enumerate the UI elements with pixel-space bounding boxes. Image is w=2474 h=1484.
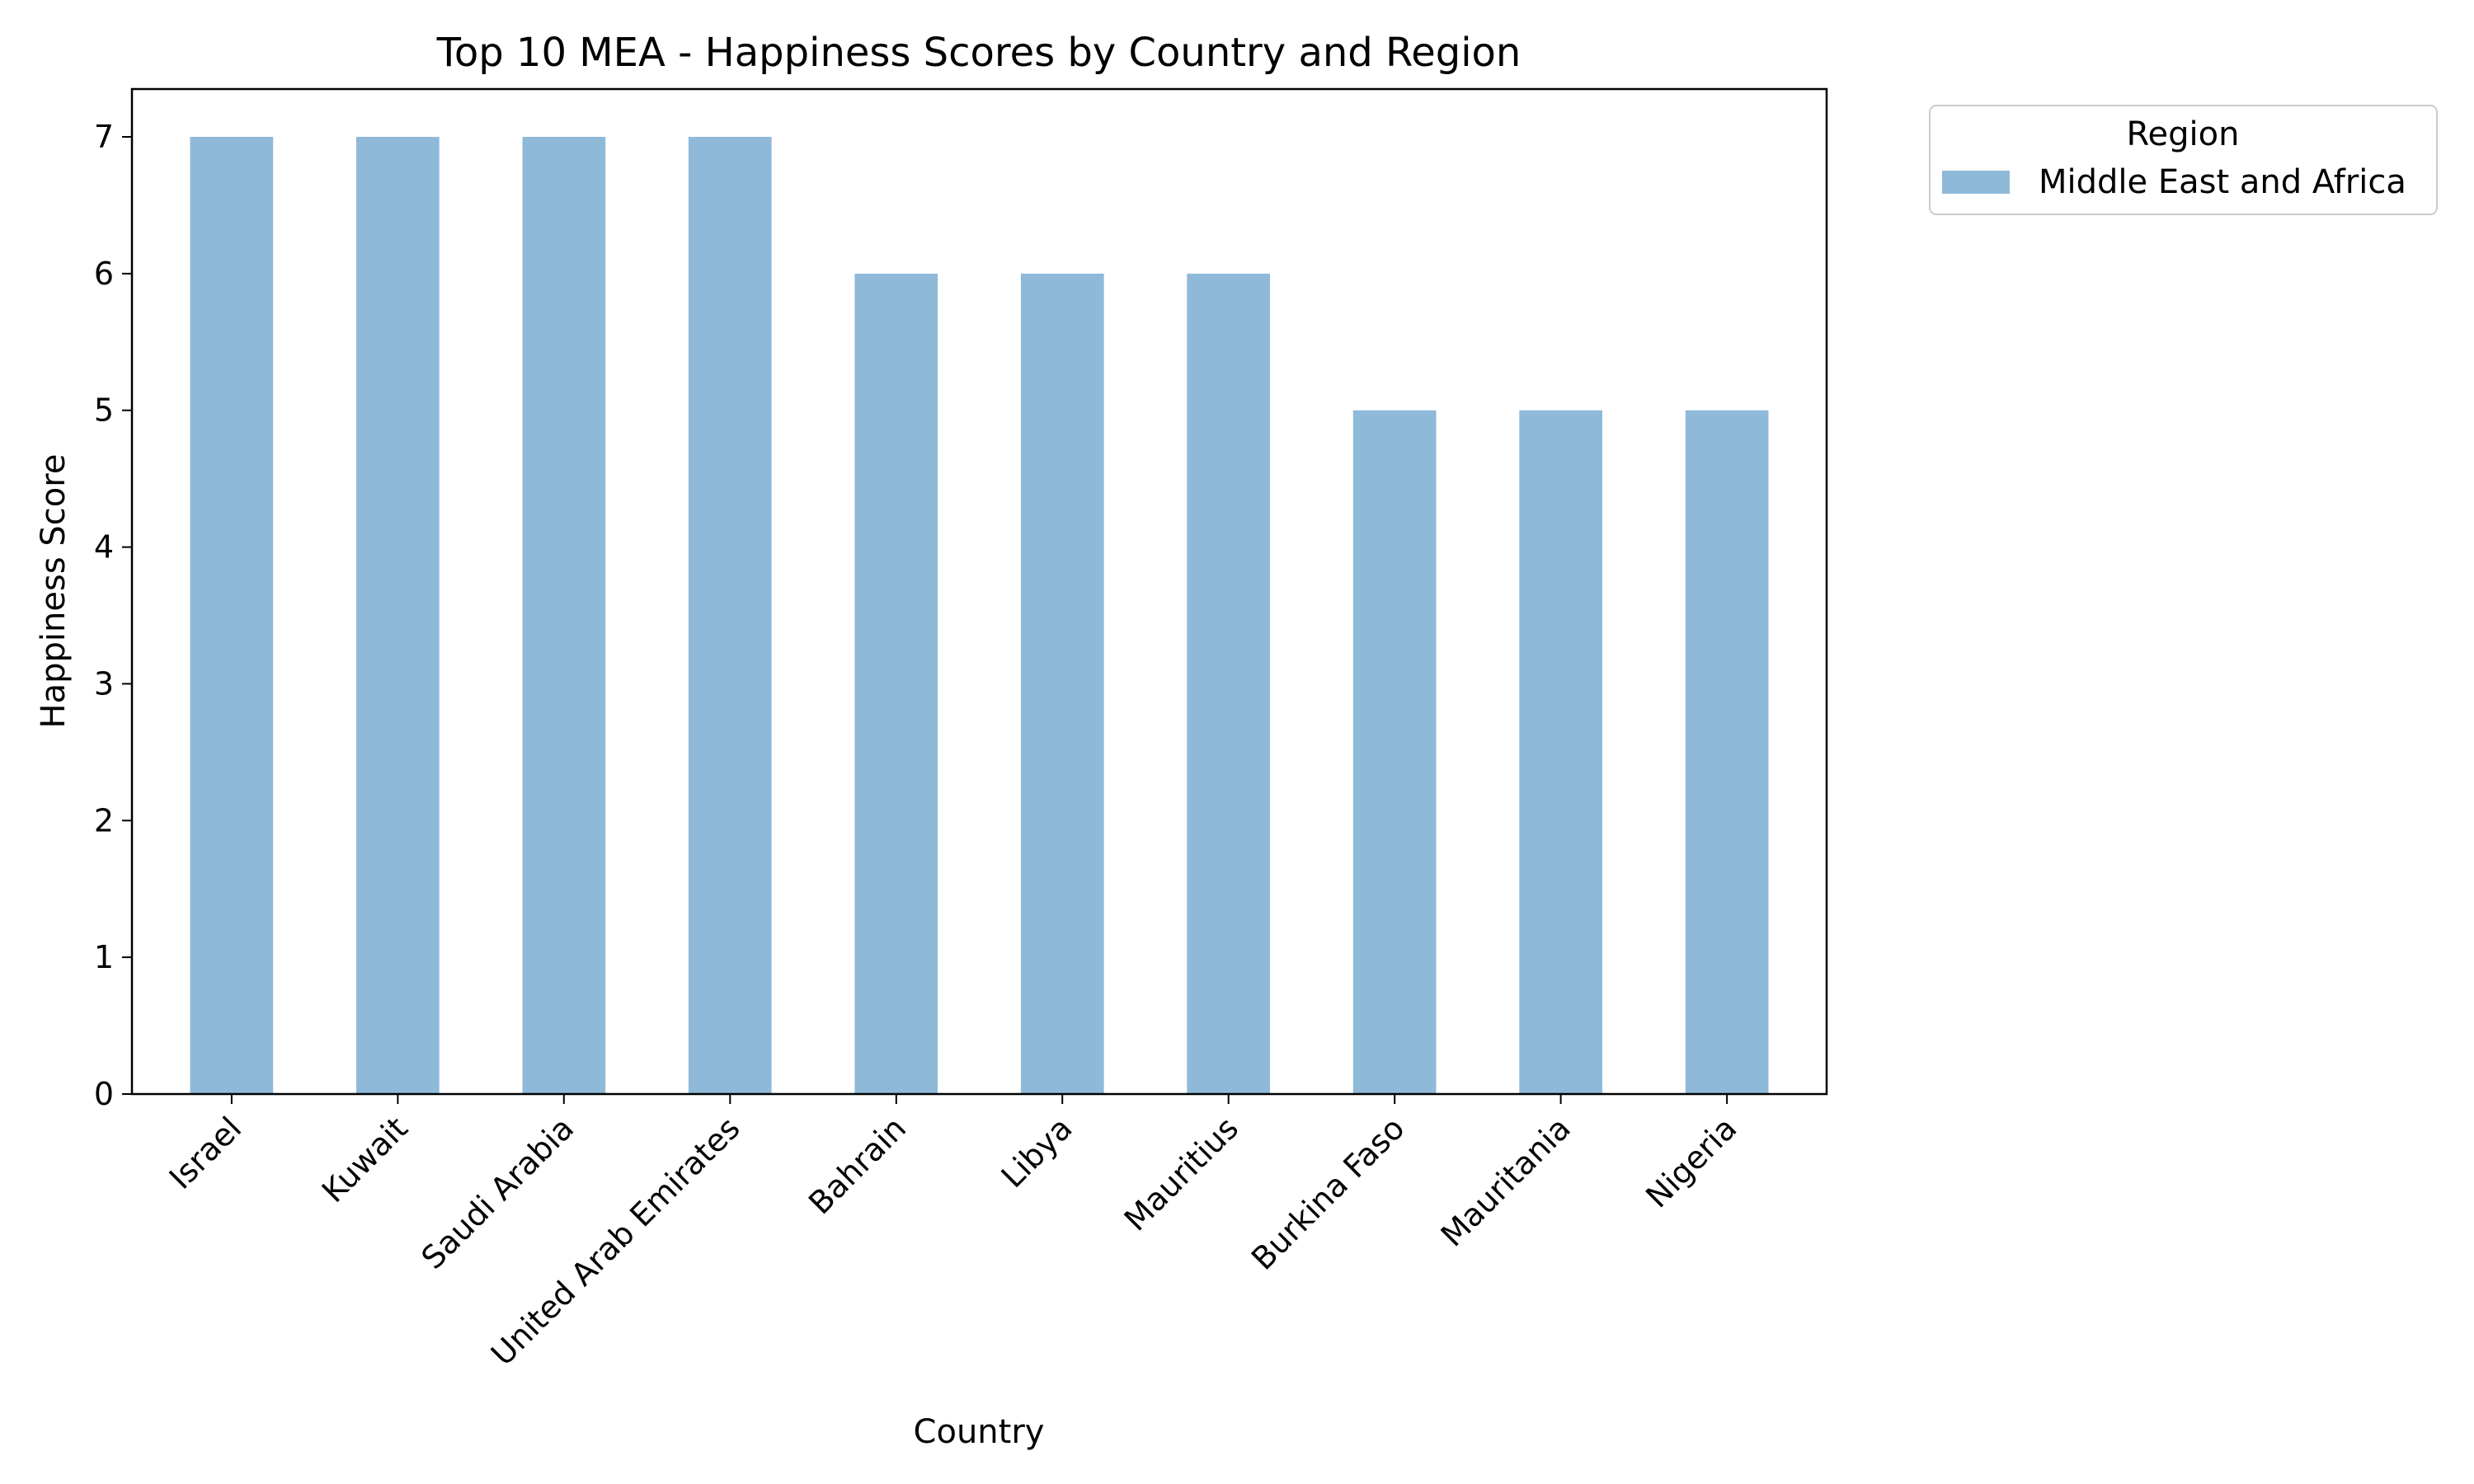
legend: Region Middle East and Africa (1929, 105, 2438, 215)
x-tick-label: Israel (162, 1110, 249, 1196)
x-tick-label: Libya (995, 1110, 1079, 1195)
bars-group (190, 137, 1769, 1094)
bar-united-arab-emirates (688, 137, 772, 1094)
y-tick-label: 1 (94, 939, 114, 975)
x-tick-label: Kuwait (315, 1110, 415, 1209)
legend-swatch (1942, 171, 2010, 194)
y-axis-label: Happiness Score (35, 454, 73, 729)
bar-burkina-faso (1352, 410, 1437, 1094)
chart-title: Top 10 MEA - Happiness Scores by Country… (436, 30, 1522, 76)
bar-mauritius (1187, 273, 1270, 1094)
y-tick-label: 0 (94, 1076, 114, 1112)
legend-label: Middle East and Africa (2039, 163, 2406, 201)
x-tick-label: Bahrain (802, 1110, 913, 1221)
y-tick-label: 6 (94, 256, 114, 292)
x-tick-label: Mauritius (1117, 1110, 1245, 1237)
bar-saudi-arabia (522, 137, 606, 1094)
x-tick-label: Mauritania (1434, 1110, 1578, 1253)
legend-title: Region (2127, 115, 2240, 153)
x-tick-label: Saudi Arabia (415, 1110, 581, 1276)
x-tick-label: Nigeria (1639, 1110, 1743, 1214)
y-tick-label: 4 (94, 529, 114, 566)
x-axis-label: Country (914, 1413, 1045, 1451)
bar-bahrain (854, 273, 938, 1094)
plot-frame (130, 87, 1828, 1096)
y-tick-label: 7 (94, 119, 114, 155)
y-axis: 0 1 2 3 4 5 6 7 (94, 119, 132, 1112)
bar-nigeria (1685, 410, 1769, 1094)
bar-kuwait (356, 137, 440, 1094)
x-tick-label: Burkina Faso (1244, 1110, 1412, 1277)
y-tick-label: 3 (94, 665, 114, 702)
bar-mauritania (1519, 410, 1602, 1094)
y-tick-label: 5 (94, 392, 114, 429)
bar-libya (1020, 273, 1104, 1094)
bar-israel (190, 137, 274, 1094)
y-tick-label: 2 (94, 802, 114, 838)
legend-frame (1929, 105, 2438, 215)
